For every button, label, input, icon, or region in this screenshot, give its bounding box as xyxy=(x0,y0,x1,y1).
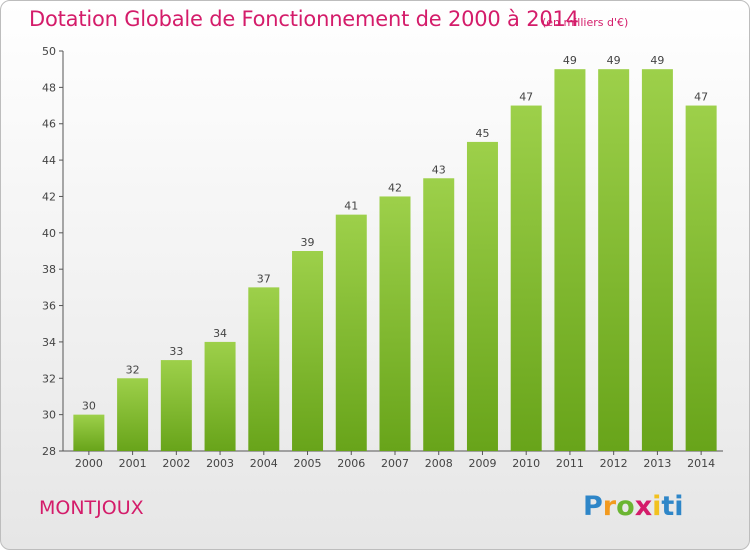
y-tick-label: 46 xyxy=(42,118,56,131)
x-tick-label-2002: 2002 xyxy=(162,457,190,470)
data-label-2009: 45 xyxy=(475,127,489,140)
bar-2007 xyxy=(379,196,411,451)
y-tick-label: 44 xyxy=(42,154,56,167)
bar-2011 xyxy=(554,69,586,451)
y-tick-label: 42 xyxy=(42,190,56,203)
x-tick-label-2001: 2001 xyxy=(119,457,147,470)
bar-2006 xyxy=(335,214,367,451)
bar-2010 xyxy=(510,105,542,451)
chart-unit: (en milliers d'€) xyxy=(542,16,629,29)
data-label-2002: 33 xyxy=(169,345,183,358)
data-label-2007: 42 xyxy=(388,181,402,194)
data-label-2005: 39 xyxy=(301,236,315,249)
bar-2001 xyxy=(117,378,149,451)
data-label-2010: 47 xyxy=(519,91,533,104)
y-tick-label: 50 xyxy=(42,45,56,58)
y-tick-label: 32 xyxy=(42,372,56,385)
x-tick-label-2009: 2009 xyxy=(468,457,496,470)
bar-2012 xyxy=(598,69,630,451)
logo-letter: x xyxy=(634,491,653,522)
data-label-2004: 37 xyxy=(257,272,271,285)
x-tick-label-2013: 2013 xyxy=(643,457,671,470)
y-tick-label: 30 xyxy=(42,409,56,422)
x-tick-label-2010: 2010 xyxy=(512,457,540,470)
logo-letter: i xyxy=(674,491,684,522)
data-label-2014: 47 xyxy=(694,91,708,104)
bar-2002 xyxy=(160,360,192,451)
y-tick-label: 38 xyxy=(42,263,56,276)
data-label-2013: 49 xyxy=(650,54,664,67)
y-tick-label: 40 xyxy=(42,227,56,240)
logo-letter: o xyxy=(616,491,635,522)
bar-2003 xyxy=(204,341,236,451)
bar-2008 xyxy=(423,178,455,452)
commune-name: MONTJOUX xyxy=(39,497,144,519)
y-tick-label: 28 xyxy=(42,445,56,458)
x-tick-label-2014: 2014 xyxy=(687,457,715,470)
x-tick-label-2007: 2007 xyxy=(381,457,409,470)
logo-letter: t xyxy=(661,491,675,522)
y-tick-label: 36 xyxy=(42,300,56,313)
bar-2014 xyxy=(685,105,717,451)
bar-2009 xyxy=(466,141,498,451)
bar-2000 xyxy=(73,414,105,451)
data-label-2003: 34 xyxy=(213,327,227,340)
x-tick-label-2003: 2003 xyxy=(206,457,234,470)
bar-2013 xyxy=(641,69,673,451)
y-tick-label: 48 xyxy=(42,81,56,94)
x-tick-label-2006: 2006 xyxy=(337,457,365,470)
data-label-2000: 30 xyxy=(82,400,96,413)
data-label-2008: 43 xyxy=(432,163,446,176)
chart-title: Dotation Globale de Fonctionnement de 20… xyxy=(29,7,579,31)
bar-2004 xyxy=(248,287,280,451)
data-label-2011: 49 xyxy=(563,54,577,67)
logo-letter: P xyxy=(583,491,603,522)
proxiti-logo[interactable]: Proxiti xyxy=(583,491,684,522)
x-tick-label-2012: 2012 xyxy=(600,457,628,470)
logo-letter: r xyxy=(602,491,617,522)
x-tick-label-2000: 2000 xyxy=(75,457,103,470)
x-tick-label-2008: 2008 xyxy=(425,457,453,470)
x-tick-label-2005: 2005 xyxy=(294,457,322,470)
data-label-2006: 41 xyxy=(344,200,358,213)
logo-letter: i xyxy=(652,491,662,522)
data-label-2012: 49 xyxy=(607,54,621,67)
x-tick-label-2011: 2011 xyxy=(556,457,584,470)
y-tick-label: 34 xyxy=(42,336,56,349)
x-tick-label-2004: 2004 xyxy=(250,457,278,470)
bar-2005 xyxy=(292,251,324,451)
data-label-2001: 32 xyxy=(126,363,140,376)
